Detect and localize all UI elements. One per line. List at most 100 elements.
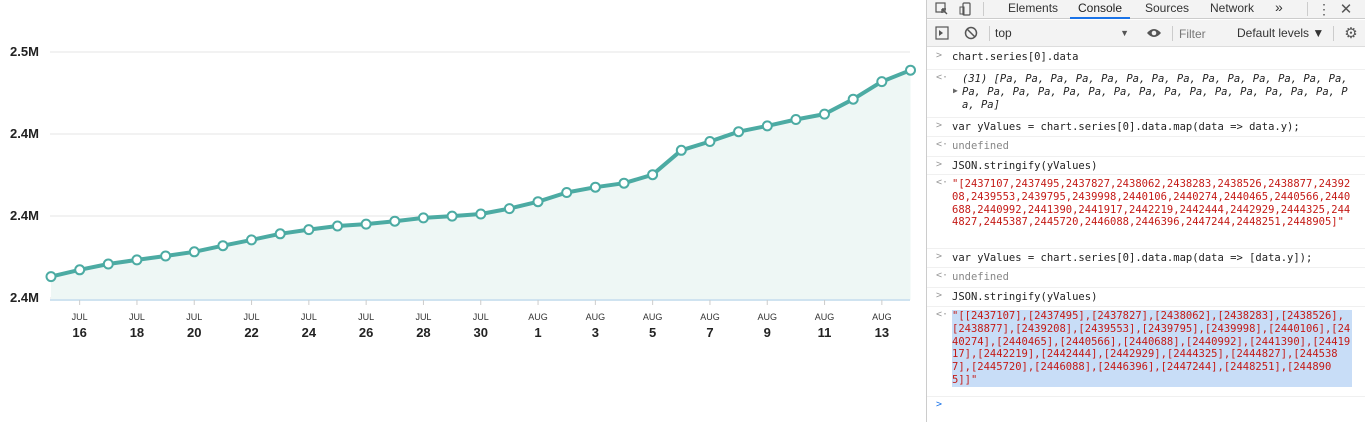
- data-point: [303, 224, 315, 236]
- filter-input[interactable]: [1179, 24, 1229, 43]
- console-toolbar: top ▼ Default levels ▼ ⚙: [927, 20, 1365, 47]
- x-tick-month: JUL: [244, 312, 260, 322]
- console-string-result-selected[interactable]: "[[2437107],[2437495],[2437827],[2438062…: [952, 310, 1352, 387]
- tab-elements[interactable]: Elements: [1008, 1, 1059, 15]
- inspect-element-icon[interactable]: [933, 0, 951, 18]
- data-point: [417, 212, 429, 224]
- console-input-text: JSON.stringify(yValues): [952, 160, 1098, 172]
- data-point: [618, 177, 630, 189]
- x-tick-month: AUG: [815, 312, 835, 322]
- data-point: [761, 120, 773, 132]
- console-prompt[interactable]: >: [927, 397, 1365, 419]
- data-point: [246, 234, 257, 246]
- tab-network[interactable]: Network: [1210, 1, 1255, 15]
- gear-icon[interactable]: ⚙: [1344, 25, 1358, 42]
- tab-divider: [983, 2, 984, 16]
- x-tick-day: 28: [416, 325, 430, 340]
- expand-triangle-icon[interactable]: ▶: [953, 86, 958, 95]
- console-output-line: <· undefined: [927, 268, 1365, 288]
- more-tabs-icon[interactable]: »: [1275, 0, 1283, 15]
- area-fill: [51, 70, 911, 300]
- x-tick-month: JUL: [473, 312, 489, 322]
- result-arrow-icon: <·: [936, 72, 949, 83]
- result-arrow-icon: <·: [936, 309, 949, 320]
- x-tick-month: JUL: [415, 312, 431, 322]
- x-tick-month: JUL: [301, 312, 317, 322]
- data-point: [217, 240, 229, 252]
- y-tick-label: 2.5M: [10, 44, 39, 59]
- device-toolbar-icon[interactable]: [957, 0, 975, 18]
- data-point: [446, 210, 458, 222]
- x-tick-day: 16: [72, 325, 86, 340]
- console-input-text: chart.series[0].data: [952, 51, 1079, 63]
- y-tick-label: 2.4M: [10, 290, 39, 305]
- x-tick-day: 9: [764, 325, 771, 340]
- result-arrow-icon: <·: [936, 270, 949, 281]
- data-point: [274, 228, 286, 240]
- data-point: [847, 93, 859, 105]
- result-arrow-icon: <·: [936, 139, 949, 150]
- chevron-right-icon: >: [936, 159, 943, 170]
- console-array-preview[interactable]: (31) [Pa, Pa, Pa, Pa, Pa, Pa, Pa, Pa, Pa…: [962, 73, 1354, 111]
- x-tick-day: 13: [875, 325, 889, 340]
- devtools-panel: Elements Console Sources Network » ⋮ ✕ t…: [926, 0, 1365, 422]
- context-select[interactable]: top ▼: [995, 24, 1129, 42]
- x-tick-day: 26: [359, 325, 373, 340]
- x-tick-day: 3: [592, 325, 599, 340]
- data-point: [647, 169, 659, 181]
- chevron-down-icon: ▼: [1120, 28, 1129, 38]
- devtools-tab-bar: Elements Console Sources Network » ⋮ ✕: [927, 0, 1365, 19]
- tab-sources[interactable]: Sources: [1145, 1, 1190, 15]
- x-tick-day: 20: [187, 325, 201, 340]
- x-tick-month: AUG: [700, 312, 720, 322]
- x-tick-month: AUG: [757, 312, 777, 322]
- toolbar-divider: [1172, 26, 1173, 41]
- data-point: [876, 76, 888, 88]
- console-output[interactable]: > chart.series[0].data <· ▶ (31) [Pa, Pa…: [927, 48, 1365, 422]
- x-tick-day: 22: [244, 325, 258, 340]
- live-expression-eye-icon[interactable]: [1145, 24, 1163, 42]
- x-tick-month: AUG: [528, 312, 548, 322]
- close-icon[interactable]: ✕: [1339, 1, 1353, 18]
- tab-console[interactable]: Console: [1070, 0, 1130, 19]
- show-sidebar-icon[interactable]: [933, 24, 951, 42]
- chevron-right-icon: >: [936, 120, 943, 131]
- console-input-text: var yValues = chart.series[0].data.map(d…: [952, 121, 1300, 133]
- x-tick-day: 24: [302, 325, 317, 340]
- x-tick-day: 7: [706, 325, 713, 340]
- result-arrow-icon: <·: [936, 177, 949, 188]
- chevron-right-icon: >: [936, 50, 943, 61]
- console-input-line: > JSON.stringify(yValues): [927, 288, 1365, 307]
- data-point: [819, 108, 830, 120]
- data-point: [45, 271, 57, 283]
- x-tick-day: 5: [649, 325, 656, 340]
- console-input-text: var yValues = chart.series[0].data.map(d…: [952, 252, 1313, 264]
- tab-divider: [1307, 2, 1308, 16]
- x-tick-month: AUG: [643, 312, 663, 322]
- x-tick-month: JUL: [186, 312, 202, 322]
- console-undefined: undefined: [952, 271, 1009, 283]
- line-chart: 2.5M 2.4M 2.4M 2.4M JUL 16 JUL 18 JUL 20 JUL 22 JUL 2…: [10, 44, 916, 340]
- data-point: [160, 250, 172, 262]
- kebab-menu-icon[interactable]: ⋮: [1317, 0, 1331, 17]
- data-point: [675, 144, 687, 156]
- data-point: [332, 220, 343, 232]
- console-output-line[interactable]: <· ▶ (31) [Pa, Pa, Pa, Pa, Pa, Pa, Pa, P…: [927, 70, 1365, 118]
- console-input-line: > chart.series[0].data: [927, 48, 1365, 70]
- chevron-right-icon: >: [936, 251, 943, 262]
- clear-console-icon[interactable]: [962, 24, 980, 42]
- log-levels-select[interactable]: Default levels ▼: [1237, 26, 1325, 40]
- y-tick-label: 2.4M: [10, 208, 39, 223]
- data-point: [532, 196, 544, 208]
- console-input-line: > var yValues = chart.series[0].data.map…: [927, 249, 1365, 268]
- data-point: [188, 246, 200, 258]
- data-point: [733, 126, 745, 138]
- console-output-line: <· undefined: [927, 137, 1365, 157]
- toolbar-divider: [1333, 26, 1334, 41]
- chart-pane: 2.5M 2.4M 2.4M 2.4M JUL 16 JUL 18 JUL 20 JUL 22 JUL 2…: [10, 44, 916, 340]
- x-tick-day: 18: [130, 325, 144, 340]
- x-tick-month: AUG: [872, 312, 892, 322]
- console-input-line: > var yValues = chart.series[0].data.map…: [927, 118, 1365, 137]
- data-point: [74, 264, 86, 276]
- x-tick-month: AUG: [586, 312, 606, 322]
